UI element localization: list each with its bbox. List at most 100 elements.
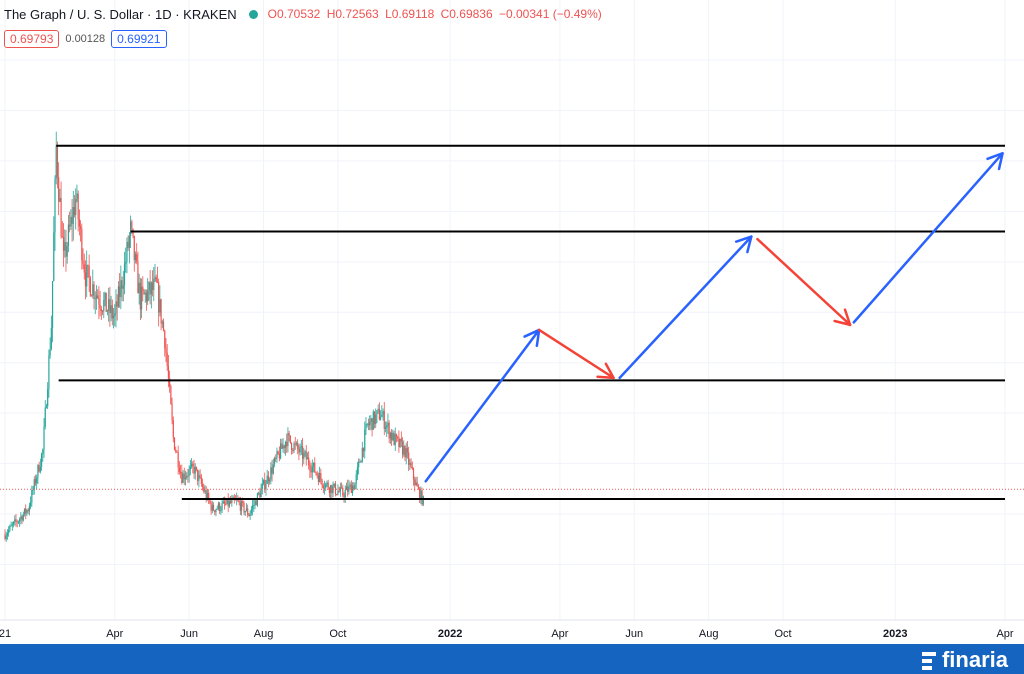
candle-body [214,510,216,513]
candlestick-series [0,131,1024,542]
candle-body [6,533,9,536]
candle-body [181,472,183,483]
candle-body [38,465,40,472]
candle-body [228,501,230,507]
candle-body [36,477,38,484]
candle-body [247,508,249,515]
candle-body [199,475,201,478]
candle-body [105,292,107,312]
candle-body [76,193,78,199]
candle-body [32,489,34,491]
candle-body [234,499,237,501]
candle-body [10,525,12,527]
candle-body [93,284,95,300]
candle-body [315,472,317,474]
candle-body [321,479,323,486]
candle-body [156,281,159,283]
candle-body [343,495,345,498]
candle-body [414,479,416,486]
candle-body [184,477,187,480]
candle-body [410,462,412,468]
candle-body [190,463,193,467]
candle-body [42,449,44,454]
candle-body [349,484,351,486]
x-tick-label: 2022 [438,628,462,640]
candle-body [293,443,295,451]
candle-body [45,406,48,408]
candle-body [145,292,148,302]
candle-body [166,352,168,367]
candle-body [121,280,123,289]
candle-body [99,304,101,309]
candle-body [143,290,145,295]
candle-body [231,499,233,503]
candle-body [223,501,226,504]
candle-body [333,483,335,487]
candle-body [101,311,104,313]
candle-body [378,408,380,420]
candle-body [358,461,360,468]
candle-body [19,519,21,522]
candle-body [299,446,301,453]
candle-body [399,438,401,447]
candle-body [70,216,72,227]
candle-body [275,457,277,459]
candle-body [80,226,82,229]
candle-body [382,410,384,415]
candle-body [127,241,129,248]
candle-body [33,479,35,490]
candle-body [51,281,54,328]
candle-body [226,498,228,504]
candle-body [311,466,313,473]
candle-body [340,487,343,489]
candle-body [280,443,282,459]
candle-body [55,145,57,179]
candle-body [217,503,220,509]
candle-body [173,437,176,450]
candle-body [203,487,205,492]
symbol-title[interactable]: The Graph / U. S. Dollar · 1D · KRAKEN [4,6,237,22]
candle-body [388,422,390,439]
candle-body [47,389,49,407]
buy-price-button[interactable]: 0.69921 [111,30,167,48]
candle-body [369,421,371,426]
candle-body [210,502,212,511]
candle-body [390,432,393,441]
candle-body [380,416,382,420]
candle-body [322,485,324,489]
candle-body [277,451,279,454]
candle-body [75,198,77,216]
candle-body [54,178,56,233]
candle-body [176,451,178,453]
chart-grid [0,0,1024,620]
visibility-eye-icon[interactable] [248,9,258,19]
candle-body [187,475,189,477]
candle-body [364,429,366,452]
candle-body [117,286,120,307]
candle-body [221,503,223,510]
candle-body [261,483,263,489]
candle-body [131,221,133,229]
candle-body [140,286,143,310]
candle-body [403,445,405,455]
candle-body [50,327,52,349]
candle-body [286,441,288,447]
candle-body [359,461,361,463]
candle-body [243,502,245,513]
candle-body [310,470,312,473]
candle-body [21,516,23,521]
candle-body [106,310,109,312]
candle-body [251,505,254,510]
candle-body [370,418,372,422]
candle-body [88,265,90,278]
candle-body [292,450,294,452]
price-chart[interactable]: 21 Apr Jun Aug Oct 2022 Apr Jun Aug Oct 2023 Apr [0,0,1024,644]
candle-body [249,513,251,517]
candle-body [225,503,227,505]
candle-body [15,519,17,522]
candle-body [239,502,241,511]
footer-bar: finaria [0,644,1024,674]
candle-body [254,500,256,506]
sell-price-button[interactable]: 0.69793 [4,30,60,48]
candle-body [167,366,170,379]
